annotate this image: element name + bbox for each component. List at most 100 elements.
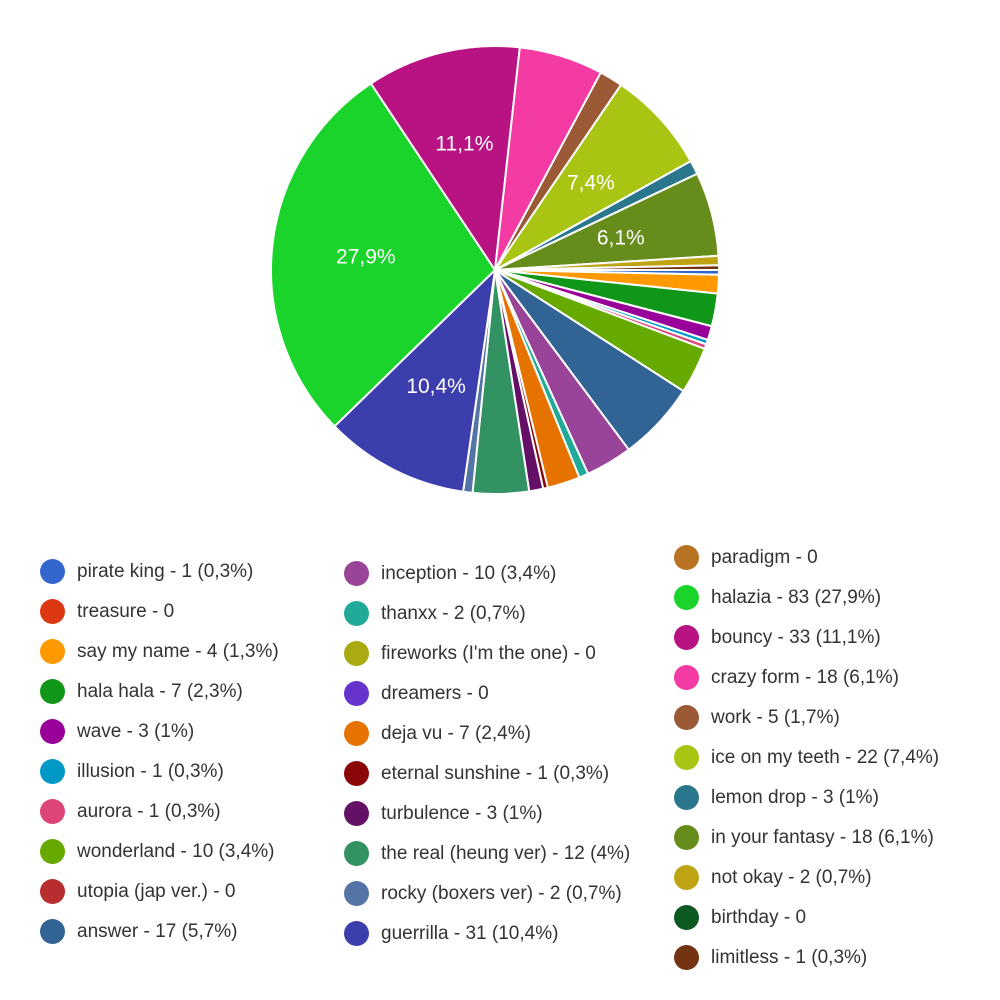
legend-label: crazy form - 18 (6,1%) (711, 666, 899, 688)
legend-item[interactable]: turbulence - 3 (1%) (344, 801, 543, 826)
legend-swatch (344, 561, 369, 586)
legend-item[interactable]: guerrilla - 31 (10,4%) (344, 921, 558, 946)
legend-label: wonderland - 10 (3,4%) (77, 840, 275, 862)
pie-slice[interactable] (494, 83, 692, 271)
legend-item[interactable]: ice on my teeth - 22 (7,4%) (674, 745, 939, 770)
pie-slice[interactable] (270, 82, 496, 428)
legend-item[interactable]: deja vu - 7 (2,4%) (344, 721, 531, 746)
legend-swatch (674, 625, 699, 650)
legend-label: work - 5 (1,7%) (711, 706, 840, 728)
pie-slice[interactable] (494, 264, 721, 271)
legend-item[interactable]: say my name - 4 (1,3%) (40, 639, 279, 664)
legend-swatch (344, 801, 369, 826)
legend-item[interactable]: in your fantasy - 18 (6,1%) (674, 825, 934, 850)
legend-swatch (40, 679, 65, 704)
legend-swatch (344, 641, 369, 666)
legend-swatch (674, 665, 699, 690)
legend-item[interactable]: crazy form - 18 (6,1%) (674, 665, 899, 690)
legend-item[interactable]: aurora - 1 (0,3%) (40, 799, 221, 824)
legend-swatch (40, 759, 65, 784)
pie-slice[interactable] (369, 45, 521, 271)
legend-label: ice on my teeth - 22 (7,4%) (711, 746, 940, 768)
legend-label: the real (heung ver) - 12 (4%) (381, 842, 631, 864)
legend-item[interactable]: halazia - 83 (27,9%) (674, 585, 881, 610)
legend-item[interactable]: lemon drop - 3 (1%) (674, 785, 879, 810)
legend-item[interactable]: limitless - 1 (0,3%) (674, 945, 867, 970)
legend-label: halazia - 83 (27,9%) (711, 586, 882, 608)
legend-label: aurora - 1 (0,3%) (77, 800, 221, 822)
legend-item[interactable]: eternal sunshine - 1 (0,3%) (344, 761, 609, 786)
legend-label: deja vu - 7 (2,4%) (381, 722, 531, 744)
legend-swatch (40, 799, 65, 824)
legend-swatch (40, 879, 65, 904)
slice-percent-label: 11,1% (435, 133, 493, 156)
legend-swatch (344, 761, 369, 786)
legend-swatch (40, 919, 65, 944)
legend-swatch (344, 721, 369, 746)
legend-label: birthday - 0 (711, 906, 807, 928)
legend-label: hala hala - 7 (2,3%) (77, 680, 243, 702)
legend-label: bouncy - 33 (11,1%) (711, 626, 881, 648)
legend-item[interactable]: the real (heung ver) - 12 (4%) (344, 841, 630, 866)
legend-label: limitless - 1 (0,3%) (711, 946, 868, 968)
legend-swatch (40, 599, 65, 624)
legend-label: not okay - 2 (0,7%) (711, 866, 872, 888)
legend-item[interactable]: illusion - 1 (0,3%) (40, 759, 224, 784)
slice-percent-label: 7,4% (567, 171, 615, 194)
legend-swatch (40, 719, 65, 744)
legend-swatch (674, 585, 699, 610)
slice-percent-label: 6,1% (597, 226, 645, 249)
legend-swatch (40, 639, 65, 664)
legend-swatch (344, 921, 369, 946)
legend-label: rocky (boxers ver) - 2 (0,7%) (381, 882, 622, 904)
legend-item[interactable]: work - 5 (1,7%) (674, 705, 840, 730)
legend-label: guerrilla - 31 (10,4%) (381, 922, 559, 944)
legend-item[interactable]: not okay - 2 (0,7%) (674, 865, 872, 890)
legend-swatch (344, 881, 369, 906)
legend-label: pirate king - 1 (0,3%) (77, 560, 254, 582)
legend-label: thanxx - 2 (0,7%) (381, 602, 526, 624)
legend-swatch (674, 705, 699, 730)
legend-swatch (674, 905, 699, 930)
legend-label: eternal sunshine - 1 (0,3%) (381, 762, 610, 784)
legend-swatch (344, 601, 369, 626)
legend-label: answer - 17 (5,7%) (77, 920, 238, 942)
legend-item[interactable]: utopia (jap ver.) - 0 (40, 879, 235, 904)
legend-label: inception - 10 (3,4%) (381, 562, 557, 584)
legend-swatch (674, 945, 699, 970)
legend-swatch (674, 785, 699, 810)
legend-label: paradigm - 0 (711, 546, 818, 568)
legend-item[interactable]: bouncy - 33 (11,1%) (674, 625, 881, 650)
legend-item[interactable]: wave - 3 (1%) (40, 719, 194, 744)
legend-label: treasure - 0 (77, 600, 175, 622)
legend-item[interactable]: hala hala - 7 (2,3%) (40, 679, 243, 704)
legend-item[interactable]: inception - 10 (3,4%) (344, 561, 556, 586)
legend-item[interactable]: rocky (boxers ver) - 2 (0,7%) (344, 881, 622, 906)
legend-item[interactable]: dreamers - 0 (344, 681, 489, 706)
legend-swatch (674, 865, 699, 890)
legend-item[interactable]: answer - 17 (5,7%) (40, 919, 238, 944)
legend-label: illusion - 1 (0,3%) (77, 760, 224, 782)
legend-item[interactable]: treasure - 0 (40, 599, 174, 624)
pie-plot: 10,4% 27,9% 11,1% 7,4% 6,1% (270, 45, 721, 495)
legend-label: dreamers - 0 (381, 682, 489, 704)
pie-slice[interactable] (333, 269, 496, 493)
legend-label: say my name - 4 (1,3%) (77, 640, 279, 662)
legend-label: utopia (jap ver.) - 0 (77, 880, 236, 902)
legend-item[interactable]: pirate king - 1 (0,3%) (40, 559, 253, 584)
legend-swatch (674, 825, 699, 850)
legend-item[interactable]: paradigm - 0 (674, 545, 818, 570)
legend-swatch (344, 681, 369, 706)
legend-item[interactable]: thanxx - 2 (0,7%) (344, 601, 526, 626)
legend-label: turbulence - 3 (1%) (381, 802, 543, 824)
legend-item[interactable]: wonderland - 10 (3,4%) (40, 839, 275, 864)
legend-label: in your fantasy - 18 (6,1%) (711, 826, 934, 848)
legend-label: wave - 3 (1%) (77, 720, 195, 742)
legend-item[interactable]: birthday - 0 (674, 905, 806, 930)
slice-percent-label: 27,9% (336, 245, 396, 268)
legend-item[interactable]: fireworks (I'm the one) - 0 (344, 641, 596, 666)
legend-label: lemon drop - 3 (1%) (711, 786, 879, 808)
legend-swatch (40, 559, 65, 584)
legend-label: fireworks (I'm the one) - 0 (381, 642, 596, 664)
